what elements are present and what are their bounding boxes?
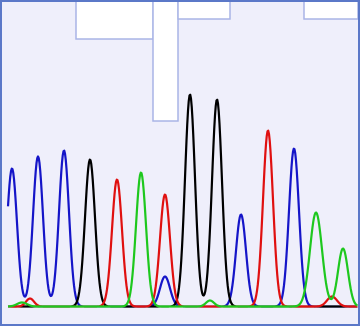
trace-line-4 (7, 171, 359, 308)
quality-block (177, 0, 231, 20)
quality-block (152, 0, 179, 122)
quality-block (75, 0, 154, 40)
quality-block (303, 0, 359, 20)
trace-group (6, 93, 359, 308)
